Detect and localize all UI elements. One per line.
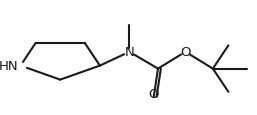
Text: O: O bbox=[180, 46, 191, 59]
Text: O: O bbox=[148, 87, 159, 100]
Text: N: N bbox=[124, 46, 134, 59]
Text: HN: HN bbox=[0, 60, 18, 72]
